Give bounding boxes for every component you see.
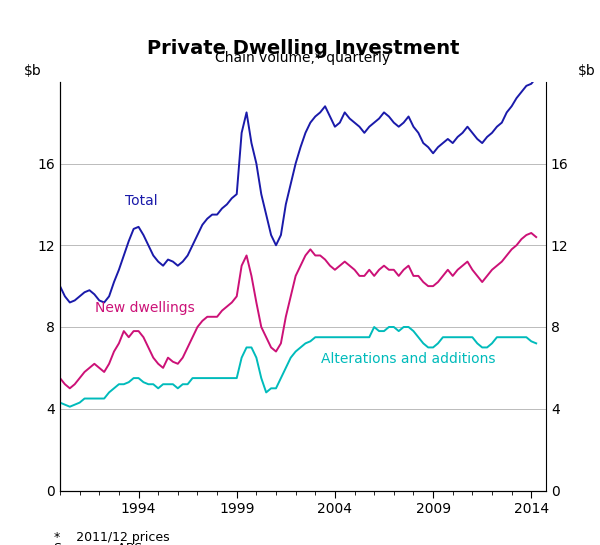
Text: New dwellings: New dwellings <box>95 301 195 315</box>
Text: $b: $b <box>578 64 595 77</box>
Text: Total: Total <box>125 195 157 208</box>
Text: Chain volume,* quarterly: Chain volume,* quarterly <box>215 51 391 65</box>
Text: Alterations and additions: Alterations and additions <box>321 352 496 366</box>
Text: *    2011/12 prices: * 2011/12 prices <box>54 531 170 544</box>
Text: Source:    ABS: Source: ABS <box>54 542 142 545</box>
Title: Private Dwelling Investment: Private Dwelling Investment <box>147 39 459 58</box>
Text: $b: $b <box>23 64 41 77</box>
